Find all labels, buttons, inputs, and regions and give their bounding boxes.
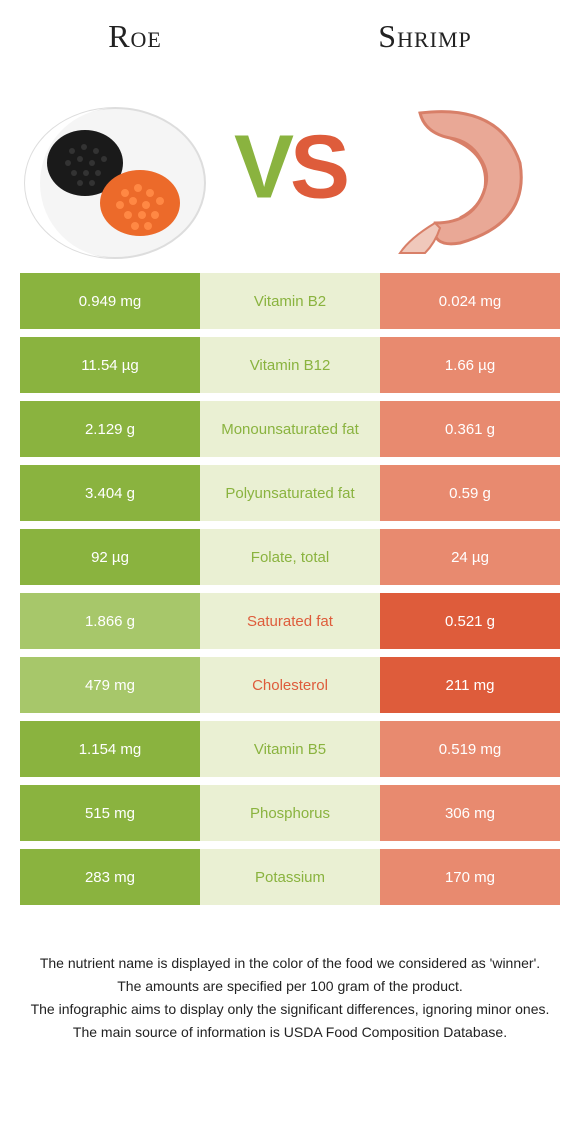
value-right: 24 µg (380, 529, 560, 585)
value-left: 1.154 mg (20, 721, 200, 777)
value-left: 3.404 g (20, 465, 200, 521)
nutrient-label: Folate, total (200, 529, 380, 585)
shrimp-icon (380, 93, 540, 263)
title-left: Roe (108, 18, 162, 55)
table-row: 92 µgFolate, total24 µg (20, 529, 560, 585)
value-right: 306 mg (380, 785, 560, 841)
table-row: 1.866 gSaturated fat0.521 g (20, 593, 560, 649)
value-left: 11.54 µg (20, 337, 200, 393)
footer-line-1: The nutrient name is displayed in the co… (30, 953, 550, 974)
value-right: 0.519 mg (380, 721, 560, 777)
table-row: 283 mgPotassium170 mg (20, 849, 560, 905)
table-row: 479 mgCholesterol211 mg (20, 657, 560, 713)
header: Roe Shrimp (0, 0, 580, 63)
table-row: 0.949 mgVitamin B20.024 mg (20, 273, 560, 329)
hero: VS (0, 63, 580, 273)
nutrient-label: Monounsaturated fat (200, 401, 380, 457)
value-left: 1.866 g (20, 593, 200, 649)
value-right: 170 mg (380, 849, 560, 905)
value-left: 92 µg (20, 529, 200, 585)
footer-notes: The nutrient name is displayed in the co… (0, 913, 580, 1043)
title-right: Shrimp (378, 18, 471, 55)
nutrient-label: Phosphorus (200, 785, 380, 841)
nutrient-label: Vitamin B2 (200, 273, 380, 329)
table-row: 3.404 gPolyunsaturated fat0.59 g (20, 465, 560, 521)
nutrient-label: Polyunsaturated fat (200, 465, 380, 521)
table-row: 11.54 µgVitamin B121.66 µg (20, 337, 560, 393)
value-left: 0.949 mg (20, 273, 200, 329)
vs-label: VS (234, 117, 346, 220)
table-row: 515 mgPhosphorus306 mg (20, 785, 560, 841)
nutrient-label: Cholesterol (200, 657, 380, 713)
footer-line-4: The main source of information is USDA F… (30, 1022, 550, 1043)
table-row: 2.129 gMonounsaturated fat0.361 g (20, 401, 560, 457)
vs-v: V (234, 118, 290, 218)
value-right: 1.66 µg (380, 337, 560, 393)
footer-line-2: The amounts are specified per 100 gram o… (30, 976, 550, 997)
table-row: 1.154 mgVitamin B50.519 mg (20, 721, 560, 777)
value-left: 283 mg (20, 849, 200, 905)
vs-s: S (290, 118, 346, 218)
value-right: 0.024 mg (380, 273, 560, 329)
footer-line-3: The infographic aims to display only the… (30, 999, 550, 1020)
value-right: 211 mg (380, 657, 560, 713)
value-right: 0.361 g (380, 401, 560, 457)
value-right: 0.521 g (380, 593, 560, 649)
value-left: 2.129 g (20, 401, 200, 457)
value-right: 0.59 g (380, 465, 560, 521)
roe-icon (20, 93, 210, 263)
comparison-table: 0.949 mgVitamin B20.024 mg11.54 µgVitami… (0, 273, 580, 905)
nutrient-label: Saturated fat (200, 593, 380, 649)
nutrient-label: Potassium (200, 849, 380, 905)
nutrient-label: Vitamin B12 (200, 337, 380, 393)
nutrient-label: Vitamin B5 (200, 721, 380, 777)
value-left: 515 mg (20, 785, 200, 841)
value-left: 479 mg (20, 657, 200, 713)
